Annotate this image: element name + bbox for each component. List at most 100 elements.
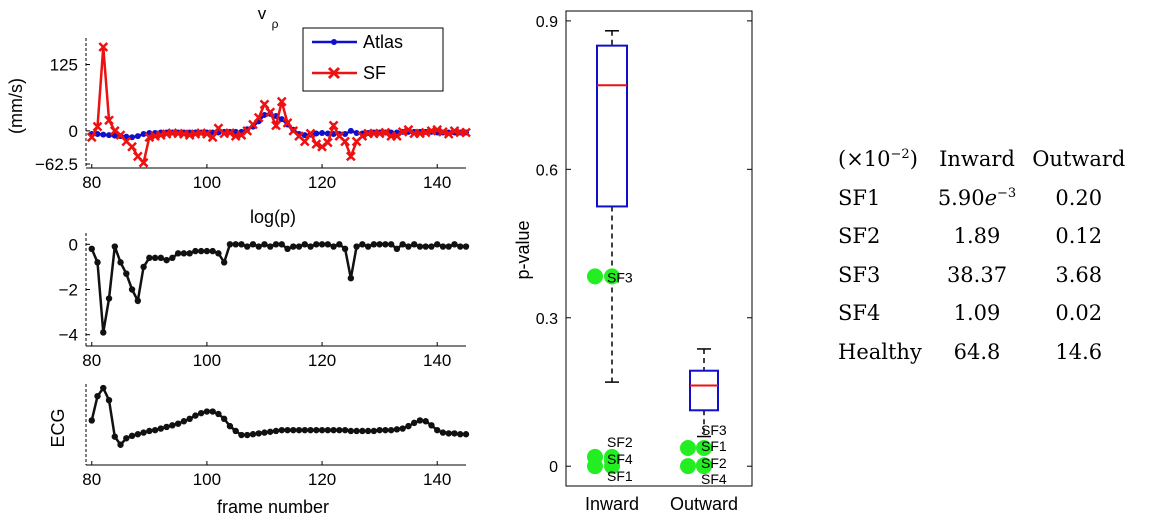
- data-point: [215, 250, 222, 257]
- table-cell-inward: 5.90e−3: [930, 179, 1024, 218]
- outlier-label: SF4: [607, 451, 633, 467]
- data-point: [284, 426, 291, 434]
- data-point: [220, 259, 228, 266]
- data-point: [123, 435, 130, 442]
- table-cell-inward: 38.37: [946, 262, 1008, 287]
- table-cell-inward-mantissa: 5.90: [937, 185, 985, 210]
- data-point: [197, 409, 205, 417]
- data-point: [403, 124, 414, 135]
- table-cell-outward: 3.68: [1055, 262, 1103, 287]
- table-header-scale-exp: −2: [890, 147, 910, 163]
- table-row-label: SF1: [838, 185, 881, 210]
- data-point: [100, 329, 107, 336]
- data-point: [416, 417, 424, 424]
- data-point: [410, 419, 418, 427]
- data-point: [387, 426, 395, 434]
- y-tick-label: 0: [549, 459, 558, 476]
- data-point: [88, 245, 95, 253]
- data-point: [94, 131, 101, 138]
- data-point: [347, 127, 354, 134]
- outlier-point: [587, 458, 603, 475]
- data-point: [341, 426, 349, 434]
- logp-panel: 80 100 120 140 −4 −2 0: [59, 233, 470, 370]
- data-point: [86, 132, 97, 143]
- outlier-point: [680, 458, 696, 475]
- data-point: [328, 120, 339, 131]
- data-point: [370, 241, 378, 248]
- table-cell-inward-exp: −3: [997, 185, 1017, 201]
- x-tick-label: 80: [82, 173, 101, 192]
- data-point: [98, 42, 109, 52]
- data-point: [169, 254, 176, 262]
- data-point: [290, 426, 297, 434]
- data-point: [451, 430, 458, 437]
- data-point: [174, 250, 182, 257]
- data-point: [140, 263, 147, 271]
- data-point: [134, 431, 142, 438]
- data-point: [117, 441, 124, 448]
- data-point: [138, 157, 149, 168]
- data-point: [94, 259, 101, 266]
- data-point: [272, 427, 280, 435]
- table-cell-outward: 0.20: [1055, 185, 1103, 210]
- data-point: [382, 426, 389, 434]
- y-tick-label: 0.9: [536, 14, 558, 31]
- legend: Atlas SF: [302, 27, 444, 92]
- data-point: [105, 295, 113, 302]
- data-point: [399, 425, 406, 432]
- data-point: [405, 243, 412, 250]
- table-header-inward: Inward: [939, 147, 1015, 172]
- data-point: [127, 141, 137, 152]
- x-tick-label: 140: [423, 470, 451, 489]
- x-tick-label: 120: [308, 470, 336, 489]
- table-row: SF4 1.09 0.02: [834, 294, 1133, 333]
- data-point: [272, 241, 280, 248]
- table-header-scale: (×10−2): [834, 140, 930, 179]
- data-point: [301, 426, 308, 434]
- outlier-label: SF1: [607, 468, 633, 484]
- data-point: [307, 426, 314, 434]
- data-point: [422, 243, 429, 250]
- data-point: [255, 243, 262, 250]
- data-point: [226, 241, 234, 248]
- y-tick-label: 0.3: [536, 311, 558, 328]
- legend-atlas-label: Atlas: [363, 32, 403, 52]
- x-tick-label: 100: [193, 470, 221, 489]
- box-inward: [596, 44, 628, 208]
- data-point: [282, 118, 293, 128]
- data-point: [202, 129, 212, 139]
- data-point: [151, 254, 159, 262]
- ecg-xlabel: frame number: [217, 497, 329, 517]
- table-row-label: Healthy: [838, 339, 922, 364]
- series-line-main: [90, 385, 466, 447]
- data-point: [249, 241, 257, 248]
- data-point: [318, 426, 326, 434]
- data-point: [261, 111, 268, 118]
- data-point: [336, 241, 343, 248]
- data-point: [318, 241, 326, 248]
- x-tick-label: 100: [193, 173, 221, 192]
- data-point: [220, 415, 228, 423]
- data-point: [203, 408, 211, 415]
- data-point: [146, 427, 153, 435]
- data-point: [146, 254, 153, 262]
- data-point: [197, 247, 205, 255]
- table-cell-inward: 64.8: [953, 339, 1001, 364]
- pvalue-ylabel: p-value: [513, 220, 533, 279]
- y-tick-label: 0: [69, 235, 78, 254]
- data-point: [94, 392, 101, 400]
- table-cell-inward-e: e: [984, 185, 998, 210]
- data-point: [295, 243, 303, 250]
- data-point: [111, 132, 118, 139]
- x-tick-label: 140: [423, 173, 451, 192]
- data-point: [123, 270, 130, 277]
- legend-sf-label: SF: [363, 63, 386, 83]
- table-cell-outward: 0.12: [1055, 224, 1103, 249]
- data-point: [238, 241, 245, 248]
- data-point: [140, 429, 147, 436]
- y-tick-label: 125: [50, 56, 78, 75]
- data-point: [359, 241, 366, 248]
- data-point: [295, 426, 303, 434]
